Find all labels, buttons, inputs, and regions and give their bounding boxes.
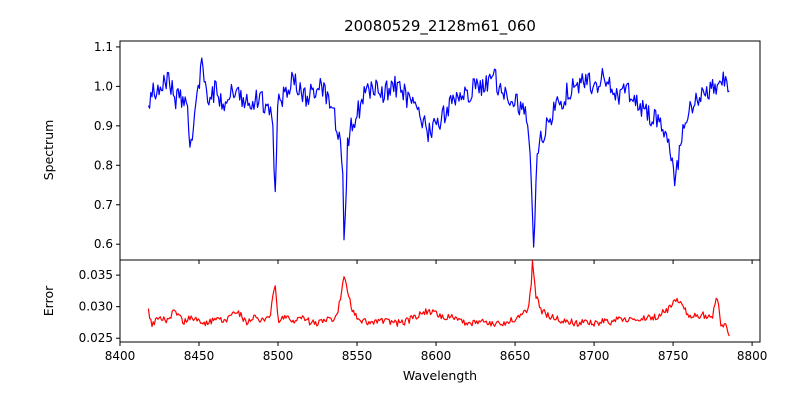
error-x-tick-label: 8800 (737, 349, 768, 363)
error-x-tick-label: 8400 (105, 349, 136, 363)
error-x-tick-label: 8650 (500, 349, 531, 363)
spectrum-y-tick-label: 1.0 (94, 79, 113, 93)
error-x-tick-label: 8450 (184, 349, 215, 363)
error-y-axis-label: Error (41, 285, 56, 316)
error-x-tick-label: 8600 (421, 349, 452, 363)
spectrum-y-axis-label: Spectrum (41, 120, 56, 181)
error-x-tick-label: 8500 (263, 349, 294, 363)
error-x-tick-label: 8550 (342, 349, 373, 363)
error-x-tick-label: 8700 (579, 349, 610, 363)
error-y-tick-label: 0.035 (79, 268, 113, 282)
error-axes-frame (119, 259, 761, 343)
spectrum-y-tick-label: 0.7 (94, 198, 113, 212)
spectrum-y-tick-label: 1.1 (94, 40, 113, 54)
spectrum-y-tick-label: 0.8 (94, 158, 113, 172)
error-y-tick-label: 0.030 (79, 300, 113, 314)
chart-title: 20080529_2128m61_060 (344, 17, 536, 36)
x-axis-label: Wavelength (403, 368, 477, 383)
error-y-tick-label: 0.025 (79, 331, 113, 345)
spectrum-panel: Spectrum 0.6 0.7 0.8 0.9 1.0 1.1 (41, 40, 761, 264)
spectrum-series-line (147, 57, 730, 248)
spectrum-y-tick-label: 0.9 (94, 119, 113, 133)
spectrum-y-tick-label: 0.6 (94, 237, 113, 251)
error-x-tick-label: 8750 (658, 349, 689, 363)
error-panel: Error Wavelength 8400 8450 8500 8550 8600 865… (41, 259, 768, 383)
error-series-line (147, 260, 730, 337)
